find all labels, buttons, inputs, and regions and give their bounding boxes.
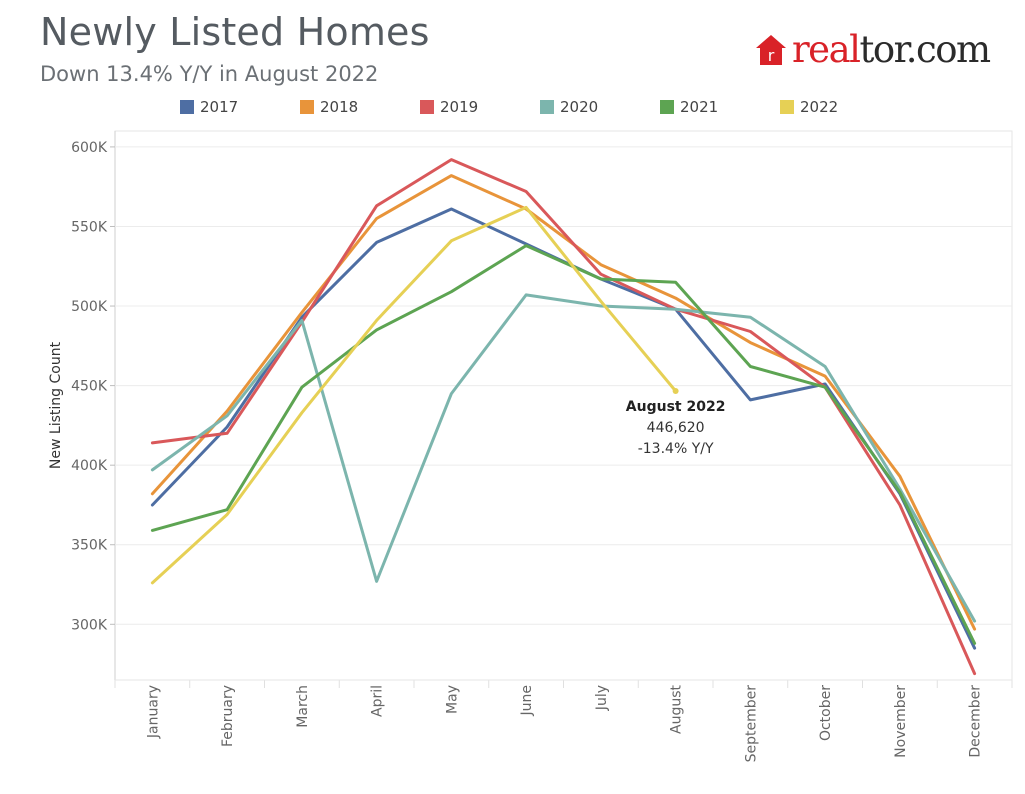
x-tick-label: February — [220, 685, 236, 747]
y-axis-label: New Listing Count — [48, 341, 64, 469]
x-tick-label: September — [743, 685, 759, 763]
legend-item-2018[interactable]: 2018 — [300, 98, 358, 116]
legend-item-2017[interactable]: 2017 — [180, 98, 238, 116]
x-tick-label: June — [519, 685, 535, 717]
y-tick-label: 300K — [71, 617, 108, 633]
legend-label: 2022 — [800, 98, 839, 116]
x-tick-label: March — [295, 685, 311, 728]
house-r-icon: r — [756, 35, 786, 65]
x-tick-label: January — [145, 685, 161, 739]
y-tick-label: 550K — [71, 219, 108, 235]
annotation-point[interactable] — [672, 387, 679, 394]
series-line-2018[interactable] — [150, 174, 977, 631]
legend-item-2021[interactable]: 2021 — [660, 98, 718, 116]
x-tick-label: April — [370, 685, 386, 717]
y-tick-label: 600K — [71, 140, 108, 156]
svg-text:r: r — [768, 46, 775, 65]
x-tick-label: October — [818, 685, 834, 741]
legend-item-2022[interactable]: 2022 — [780, 98, 838, 116]
legend-label: 2020 — [560, 98, 599, 116]
x-tick-label: July — [594, 685, 610, 711]
legend-swatch — [540, 100, 554, 114]
logo-text-real: real — [792, 28, 861, 71]
x-tick-label: December — [968, 685, 984, 758]
logo-wordmark: realtor.com — [792, 28, 991, 71]
x-tick-label: August — [669, 684, 685, 734]
annotation-label-3: -13.4% Y/Y — [638, 441, 714, 457]
series-line-2022[interactable] — [150, 205, 678, 585]
legend-swatch — [300, 100, 314, 114]
page-title: Newly Listed Homes — [40, 10, 430, 54]
logo-text-tor: tor.com — [859, 28, 991, 71]
legend-item-2019[interactable]: 2019 — [420, 98, 478, 116]
legend-swatch — [780, 100, 794, 114]
y-tick-label: 500K — [71, 299, 108, 315]
chart-legend: 2017 2018 2019 2020 2021 2022 — [0, 98, 1025, 122]
annotation-label-1: August 2022 — [626, 399, 726, 415]
x-tick-label: May — [444, 685, 460, 714]
legend-label: 2018 — [320, 98, 359, 116]
realtor-logo[interactable]: r realtor.com — [754, 28, 991, 71]
series-line-2020[interactable] — [150, 293, 977, 623]
legend-swatch — [660, 100, 674, 114]
series-line-2021[interactable] — [150, 244, 977, 645]
legend-label: 2019 — [440, 98, 479, 116]
legend-label: 2021 — [680, 98, 719, 116]
legend-swatch — [180, 100, 194, 114]
legend-swatch — [420, 100, 434, 114]
annotation-label-2: 446,620 — [647, 420, 705, 436]
y-tick-label: 350K — [71, 538, 108, 554]
legend-item-2020[interactable]: 2020 — [540, 98, 598, 116]
legend-label: 2017 — [200, 98, 239, 116]
page-subtitle: Down 13.4% Y/Y in August 2022 — [40, 62, 379, 86]
plot-frame — [114, 130, 1013, 681]
y-tick-label: 400K — [71, 458, 108, 474]
y-tick-label: 450K — [71, 379, 108, 395]
x-tick-label: November — [893, 685, 909, 758]
